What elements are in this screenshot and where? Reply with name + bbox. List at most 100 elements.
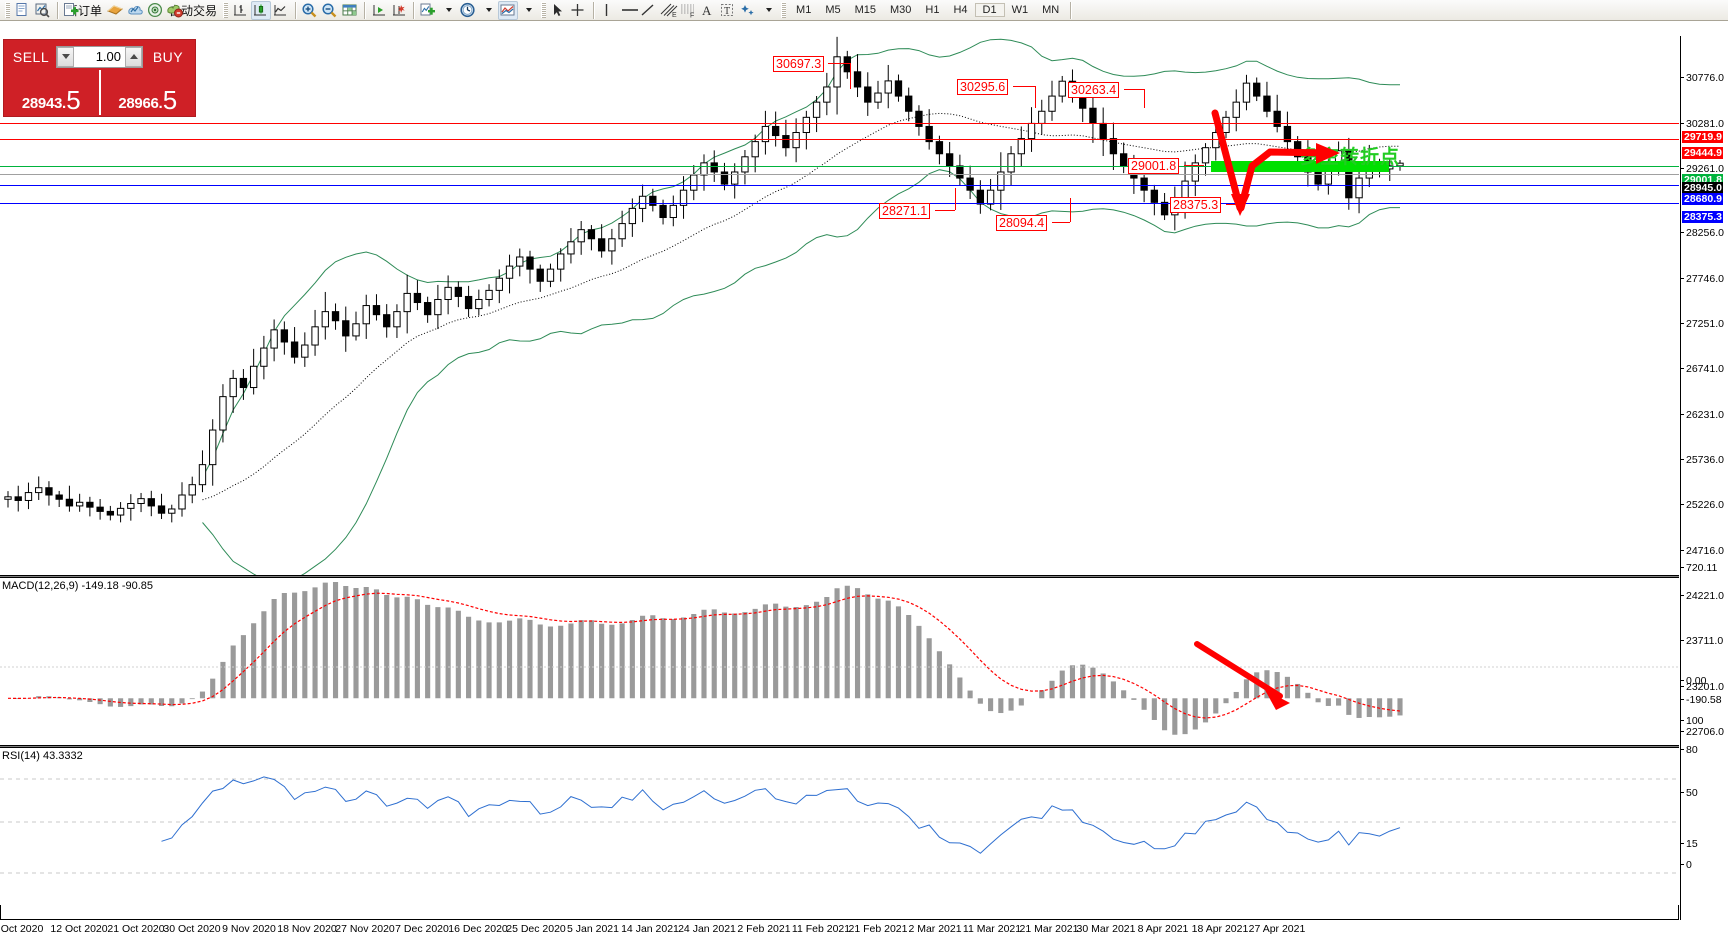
annotation-28271[interactable]: 28271.1 [879,203,931,219]
buy-button-label[interactable]: BUY [152,48,184,65]
price-tick: 27746.0 [1681,273,1728,285]
price-tick-value: 30281.0 [1686,118,1724,130]
drawn-arrows-svg [1211,109,1340,216]
annotation-30295[interactable]: 30295.6 [957,79,1009,95]
text-icon[interactable]: A [698,1,718,20]
annotation-30697[interactable]: 30697.3 [773,56,825,72]
zoom-out-icon[interactable] [320,1,340,20]
timeframe-m30[interactable]: M30 [890,4,912,16]
buy-price[interactable]: 28966 . 5 [101,70,196,115]
toolbar-separator-6 [1070,1,1072,19]
price-tag-resistance-1: 29719.9 [1682,131,1723,143]
toolbar-grip-2[interactable] [223,2,229,18]
macd-pane[interactable] [0,578,1679,745]
sell-price-integer: 28943 [21,95,63,112]
sell-price[interactable]: 28943 . 5 [4,70,99,115]
price-tick-value: 23201.0 [1686,681,1724,693]
auto-trading-button[interactable]: 自动交易 [165,1,220,20]
timeframe-m5[interactable]: M5 [825,4,841,16]
horizontal-line-icon[interactable] [618,1,639,20]
timeframe-m15[interactable]: M15 [854,4,876,16]
price-tick-value: 22706.0 [1686,726,1724,738]
volume-decrease-button[interactable] [57,46,74,67]
new-chart-icon[interactable] [13,1,33,20]
annotation-29001[interactable]: 29001.8 [1128,158,1180,174]
macd-signal-line [7,592,1401,719]
period-dropdown-caret[interactable] [478,1,498,20]
price-tick-value: 28256.0 [1686,227,1724,239]
toolbar-grip-3[interactable] [541,2,547,18]
sell-button-label[interactable]: SELL [12,48,50,65]
equidistant-channel-icon[interactable]: E [658,1,678,20]
cursor-icon[interactable] [549,1,569,20]
indicators-icon[interactable] [418,1,438,20]
timeframe-mn[interactable]: MN [1042,4,1060,16]
volume-value[interactable]: 1.00 [95,48,121,64]
expert-advisor-icon[interactable] [105,1,125,20]
line-chart-icon[interactable] [271,1,291,20]
market-watch-icon[interactable] [125,1,145,20]
macd-chart-svg [0,582,1679,735]
trendline-icon[interactable] [638,1,658,20]
templates-icon[interactable] [498,0,519,20]
vertical-line-icon[interactable] [598,1,618,20]
rsi-label: RSI(14) 43.3332 [2,750,83,762]
volume-stepper[interactable]: 1.00 [56,45,143,68]
price-tick: 26741.0 [1681,363,1728,375]
timeframe-h4[interactable]: H4 [953,4,968,16]
candlestick-chart-icon[interactable] [251,0,272,20]
shapes-dropdown-caret[interactable] [758,1,778,20]
annotation-30263[interactable]: 30263.4 [1068,82,1120,98]
toolbar-grip-4[interactable] [781,2,787,18]
timeframe-w1[interactable]: W1 [1011,4,1029,16]
grid-icon[interactable] [340,1,360,20]
price-pane[interactable]: 30697.3 30295.6 30263.4 29001.8 28271.1 28094… [0,22,1679,575]
price-scale[interactable]: 30776.0 30281.0 29261.0 28256.0 27746.0 27251… [1680,36,1728,920]
time-label: 21 Feb 2021 [848,923,908,935]
buy-price-dot: . [158,95,163,112]
svg-text:F: F [690,12,694,19]
crosshair-icon[interactable] [569,1,589,20]
text-label-icon[interactable]: T [718,1,738,20]
annotation-30295-leader [1013,86,1035,87]
annotation-28375[interactable]: 28375.3 [1170,197,1222,213]
chart-search-icon[interactable] [33,1,53,20]
navigator-icon[interactable] [145,1,165,20]
time-label: 30 Mar 2021 [1076,923,1136,935]
zoom-in-icon[interactable] [300,1,320,20]
annotation-28094[interactable]: 28094.4 [996,215,1048,231]
toolbar-separator-5 [593,1,595,19]
auto-scroll-icon[interactable] [389,1,409,20]
time-scale[interactable]: Oct 2020 12 Oct 2020 21 Oct 2020 30 Oct 202… [0,921,1728,939]
annotation-28094-leader-vertical [1070,198,1071,222]
new-order-button[interactable]: 新订单 [62,1,105,20]
indicators-dropdown-caret[interactable] [438,1,458,20]
one-click-trading-panel[interactable]: SELL 1.00 BUY 28943 . 5 28966 . 5 [3,39,196,117]
timeframe-d1[interactable]: D1 [974,3,1005,17]
price-tick-value: 24221.0 [1686,590,1724,602]
pane-divider-macd[interactable] [0,575,1679,578]
timeframe-m1[interactable]: M1 [796,4,812,16]
period-clock-icon[interactable] [458,1,478,20]
price-tick: 0 [1681,859,1728,871]
time-label: 16 Dec 2020 [448,923,508,935]
timeframe-h1[interactable]: H1 [925,4,940,16]
fibonacci-icon[interactable]: F [678,1,698,20]
price-tick: -190.58 [1681,694,1728,706]
bar-chart-icon[interactable] [231,1,251,20]
volume-increase-button[interactable] [125,46,142,67]
time-label: 2 Mar 2021 [908,923,962,935]
price-tag-resistance-2: 29444.9 [1682,147,1723,159]
templates-dropdown-caret[interactable] [518,1,538,20]
rsi-pane[interactable] [0,748,1679,905]
pane-divider-rsi[interactable] [0,745,1679,748]
toolbar-separator-3 [364,1,366,19]
macd-drawn-arrow-svg [1194,641,1290,710]
shapes-icon[interactable] [738,1,758,20]
chart-shift-icon[interactable] [369,1,389,20]
toolbar-grip[interactable] [5,2,10,18]
price-tick-value: -190.58 [1686,694,1722,706]
sell-price-dot: . [62,95,67,112]
price-tick: 23201.0 [1681,681,1728,693]
time-label: 21 Oct 2020 [107,923,165,935]
